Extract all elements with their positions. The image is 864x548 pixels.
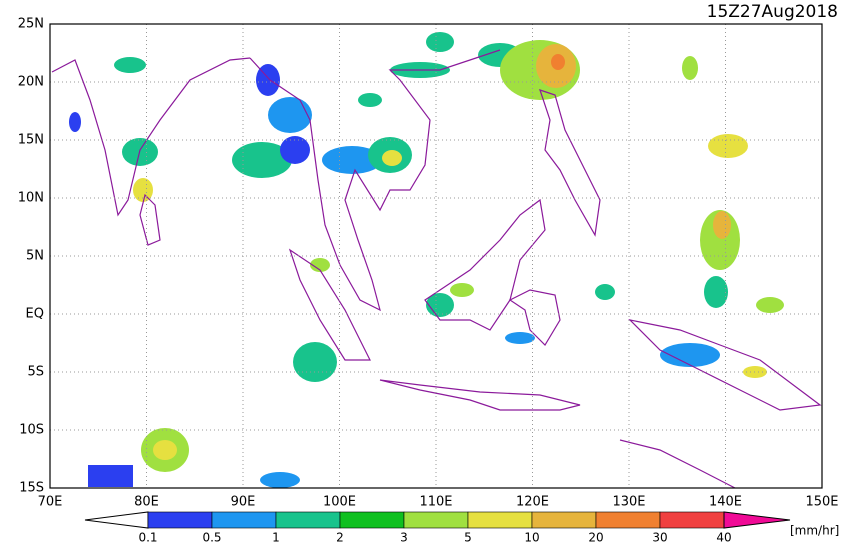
colorbar-swatch <box>275 511 341 529</box>
colorbar-swatch <box>659 511 725 529</box>
colorbar-swatch <box>339 511 405 529</box>
lat-label: 10S <box>19 423 44 438</box>
lon-label: 140E <box>709 495 742 510</box>
lat-label: 10N <box>18 191 44 206</box>
colorbar-swatch <box>147 511 213 529</box>
graticule <box>50 24 822 488</box>
colorbar-label: 3 <box>400 531 408 545</box>
lon-label: 90E <box>231 495 256 510</box>
colorbar-label: 0.5 <box>202 531 221 545</box>
colorbar-swatch <box>467 511 533 529</box>
lat-label: 15S <box>19 481 44 496</box>
map-frame <box>49 23 823 489</box>
lon-label: 70E <box>38 495 63 510</box>
lon-label: 150E <box>805 495 838 510</box>
colorbar-label: 10 <box>524 531 539 545</box>
colorbar-swatch <box>531 511 597 529</box>
colorbar-label: 0.1 <box>138 531 157 545</box>
colorbar-swatch <box>595 511 661 529</box>
colorbar-label: 40 <box>716 531 731 545</box>
lon-label: 80E <box>134 495 159 510</box>
precipitation <box>69 32 784 488</box>
colorbar-unit: [mm/hr] <box>790 524 839 538</box>
colorbar-swatch <box>403 511 469 529</box>
colorbar-label: 5 <box>464 531 472 545</box>
lat-label: 15N <box>18 133 44 148</box>
colorbar-under <box>84 511 149 529</box>
lon-label: 130E <box>612 495 645 510</box>
colorbar-label: 20 <box>588 531 603 545</box>
lat-label: 25N <box>18 17 44 32</box>
colorbar-label: 2 <box>336 531 344 545</box>
lat-label: EQ <box>26 307 44 322</box>
lat-label: 5S <box>27 365 44 380</box>
colorbar-swatch <box>211 511 277 529</box>
timestamp: 15Z27Aug2018 <box>707 2 838 22</box>
colorbar-label: 1 <box>272 531 280 545</box>
lon-label: 100E <box>323 495 356 510</box>
colorbar-over <box>723 511 791 529</box>
lon-label: 110E <box>419 495 452 510</box>
lat-label: 20N <box>18 75 44 90</box>
lon-label: 120E <box>516 495 549 510</box>
coastlines <box>51 49 822 489</box>
colorbar: 0.1 0.5 1 2 3 5 10 20 30 40 <box>84 511 791 545</box>
lat-label: 5N <box>26 249 44 264</box>
colorbar-label: 30 <box>652 531 667 545</box>
